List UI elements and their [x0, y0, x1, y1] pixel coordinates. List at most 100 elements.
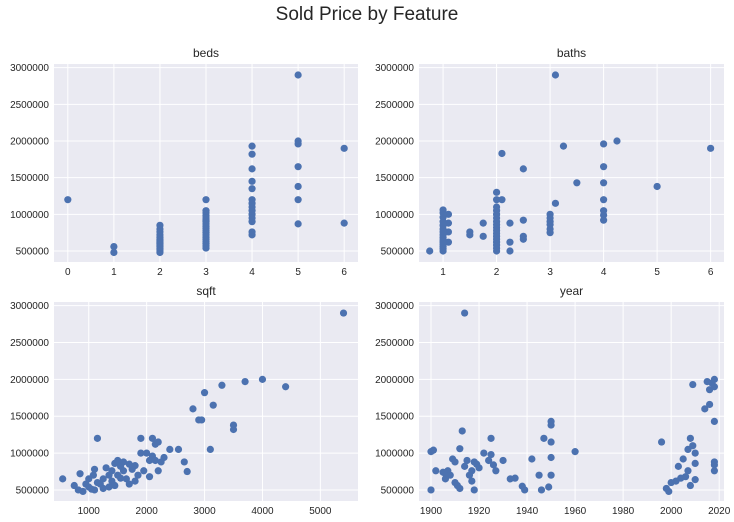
x-tick-label: 1: [440, 267, 446, 278]
data-point: [198, 416, 206, 424]
subplot-baths: 1 2 3 4 5 6 500000 1000000 1500000 2000000 2500000…: [375, 46, 724, 278]
data-point: [294, 220, 302, 228]
data-point: [241, 378, 249, 386]
data-point: [535, 471, 543, 479]
data-point: [59, 475, 67, 483]
data-point: [90, 465, 99, 473]
x-tick-label: 1900: [420, 506, 443, 517]
data-point: [600, 216, 608, 224]
data-point: [600, 211, 608, 219]
y-tick-label: 2000000: [375, 137, 414, 148]
data-point: [339, 309, 348, 317]
data-point: [248, 142, 256, 150]
data-point: [689, 442, 697, 450]
data-point: [475, 464, 483, 472]
x-tick-label: 1: [111, 267, 117, 278]
data-point: [691, 449, 699, 457]
data-point: [470, 486, 478, 494]
data-point: [547, 453, 555, 462]
data-point: [294, 71, 302, 79]
data-point: [710, 417, 718, 425]
data-point: [444, 210, 453, 218]
x-tick-label: 4: [601, 267, 607, 278]
data-point: [498, 149, 506, 158]
subplot-title: beds: [193, 46, 219, 60]
data-point: [492, 247, 501, 255]
data-point: [154, 438, 162, 446]
y-tick-label: 3000000: [375, 63, 414, 74]
x-tick-label: 1940: [516, 506, 539, 517]
data-point: [710, 461, 718, 469]
data-point: [463, 456, 471, 465]
data-point: [498, 196, 506, 204]
data-point: [705, 400, 714, 409]
data-point: [480, 449, 488, 457]
data-point: [691, 459, 699, 468]
data-point: [506, 247, 514, 255]
plot-area: [54, 302, 358, 501]
subplot-beds: 0 1 2 3 4 5 6 500000 1000000 1500000 2000000 250000…: [10, 46, 358, 278]
y-tick-label: 500000: [381, 485, 415, 496]
data-point: [76, 470, 84, 478]
data-point: [511, 474, 519, 482]
y-tick-label: 2500000: [375, 100, 414, 111]
data-point: [248, 150, 256, 158]
data-point: [691, 476, 699, 484]
data-point: [545, 483, 553, 491]
y-tick-label: 1500000: [375, 412, 414, 423]
data-point: [519, 216, 527, 224]
data-point: [140, 467, 148, 475]
data-point: [665, 487, 673, 496]
data-point: [134, 471, 142, 479]
data-point: [547, 438, 555, 446]
data-point: [707, 144, 715, 152]
data-point: [499, 456, 507, 465]
data-point: [145, 473, 154, 481]
data-point: [686, 481, 694, 490]
data-point: [93, 434, 102, 442]
x-tick-label: 2000: [136, 506, 159, 517]
x-tick-label: 5000: [309, 506, 332, 517]
data-point: [571, 448, 579, 456]
data-point: [489, 461, 498, 469]
data-point: [600, 196, 608, 204]
data-point: [131, 462, 139, 470]
data-point: [148, 434, 157, 442]
data-point: [99, 484, 107, 493]
data-point: [456, 445, 464, 453]
x-tick-label: 2: [494, 267, 500, 278]
x-tick-label: 4000: [251, 506, 274, 517]
data-point: [432, 467, 440, 475]
data-point: [458, 427, 466, 435]
y-tick-label: 2000000: [10, 375, 49, 386]
data-point: [125, 480, 133, 488]
data-point: [439, 247, 447, 255]
x-tick-label: 2: [157, 267, 163, 278]
data-point: [461, 309, 469, 317]
data-point: [79, 487, 87, 496]
data-point: [248, 231, 256, 239]
y-tick-label: 3000000: [10, 63, 49, 74]
x-tick-label: 3: [547, 267, 553, 278]
x-tick-label: 1920: [468, 506, 491, 517]
data-point: [248, 165, 256, 173]
y-tick-label: 2500000: [375, 338, 414, 349]
data-point: [559, 142, 568, 150]
y-tick-label: 500000: [16, 247, 50, 258]
data-point: [426, 247, 434, 255]
data-point: [506, 238, 514, 246]
data-point: [248, 177, 256, 185]
data-point: [657, 438, 666, 446]
data-point: [114, 456, 122, 465]
data-point: [137, 434, 145, 442]
y-tick-label: 2000000: [375, 375, 414, 386]
data-point: [547, 471, 555, 479]
data-point: [229, 425, 238, 434]
data-point: [202, 196, 210, 204]
data-point: [546, 229, 554, 237]
data-point: [689, 380, 697, 389]
data-point: [110, 243, 118, 251]
data-point: [64, 196, 72, 204]
data-point: [200, 389, 209, 397]
x-tick-label: 5: [295, 267, 301, 278]
